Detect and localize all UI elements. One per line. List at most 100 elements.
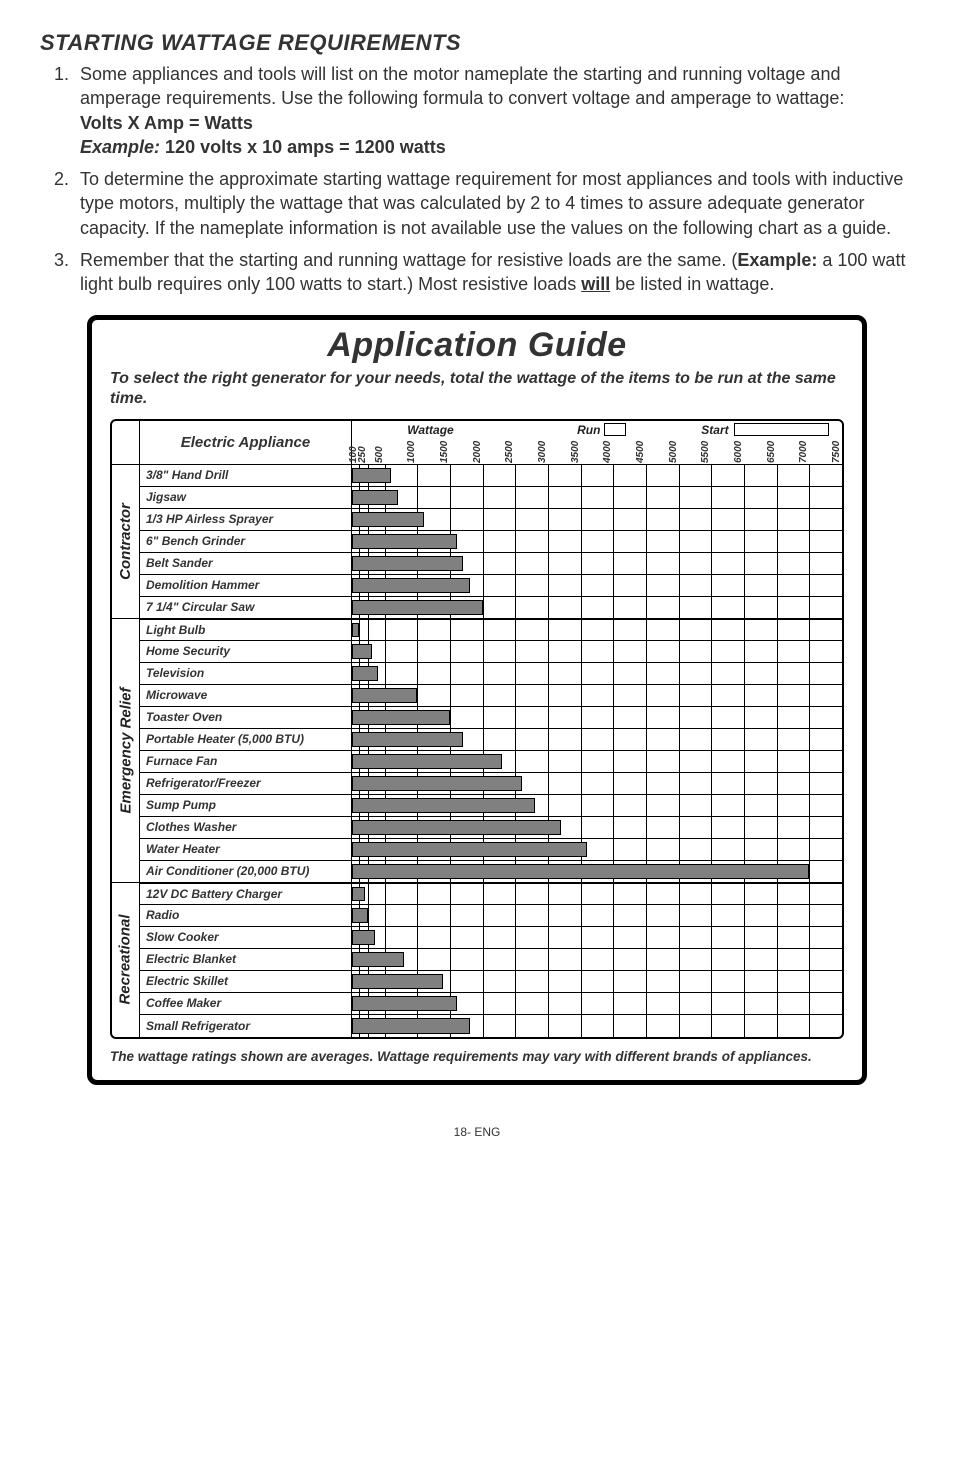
- item3-example-label: Example:: [737, 250, 817, 270]
- gridline: [842, 465, 843, 1037]
- bar: [352, 644, 372, 659]
- bar-row: [352, 553, 842, 575]
- bar-row: [352, 707, 842, 729]
- bar: [352, 908, 368, 923]
- header-band-row: WattageRunStart: [352, 421, 842, 439]
- bar: [352, 534, 457, 549]
- bar-row: [352, 465, 842, 487]
- category-column: Contractor Emergency Relief Recreational: [112, 421, 140, 1037]
- appliance-header: Electric Appliance: [140, 421, 351, 465]
- bar: [352, 512, 424, 527]
- tick-5500: 5500: [700, 440, 711, 462]
- bar: [352, 798, 535, 813]
- bar: [352, 952, 404, 967]
- bar-row: [352, 905, 842, 927]
- bar-row: [352, 663, 842, 685]
- bar: [352, 864, 809, 879]
- example-label: Example:: [80, 137, 160, 157]
- tick-500: 500: [374, 446, 385, 463]
- bar: [352, 666, 378, 681]
- appliance-label: Toaster Oven: [140, 707, 351, 729]
- appliance-label: Portable Heater (5,000 BTU): [140, 729, 351, 751]
- appliance-label: Demolition Hammer: [140, 575, 351, 597]
- bar-row: [352, 597, 842, 619]
- bar: [352, 710, 450, 725]
- item3-will: will: [581, 274, 610, 294]
- bar: [352, 1018, 470, 1034]
- bar: [352, 820, 561, 835]
- tick-3500: 3500: [570, 440, 581, 462]
- bar-row: [352, 487, 842, 509]
- bar-row: [352, 509, 842, 531]
- appliance-label: Jigsaw: [140, 487, 351, 509]
- item3-post: be listed in wattage.: [610, 274, 774, 294]
- tick-6500: 6500: [766, 440, 777, 462]
- bar-row: [352, 1015, 842, 1037]
- bar-row: [352, 971, 842, 993]
- appliance-label: 1/3 HP Airless Sprayer: [140, 509, 351, 531]
- category-contractor: Contractor: [112, 465, 139, 619]
- label-column: Electric Appliance 3/8" Hand DrillJigsaw…: [140, 421, 352, 1037]
- category-label: Recreational: [117, 915, 134, 1005]
- appliance-label: Television: [140, 663, 351, 685]
- section-heading: STARTING WATTAGE REQUIREMENTS: [40, 30, 914, 56]
- item1-text: Some appliances and tools will list on t…: [80, 64, 844, 108]
- instruction-list: Some appliances and tools will list on t…: [40, 62, 914, 297]
- appliance-label: 7 1/4" Circular Saw: [140, 597, 351, 619]
- tick-2500: 2500: [504, 440, 515, 462]
- appliance-label: Air Conditioner (20,000 BTU): [140, 861, 351, 883]
- guide-title: Application Guide: [110, 326, 844, 365]
- appliance-label: Coffee Maker: [140, 993, 351, 1015]
- guide-subtitle: To select the right generator for your n…: [110, 369, 844, 409]
- tick-7500: 7500: [831, 440, 842, 462]
- tick-250: 250: [357, 446, 368, 463]
- instruction-item-1: Some appliances and tools will list on t…: [74, 62, 914, 159]
- bar: [352, 776, 522, 791]
- appliance-label: Slow Cooker: [140, 927, 351, 949]
- bar: [352, 974, 443, 989]
- appliance-label: Electric Skillet: [140, 971, 351, 993]
- bar-row: [352, 773, 842, 795]
- appliance-label: Clothes Washer: [140, 817, 351, 839]
- tick-1500: 1500: [439, 440, 450, 462]
- tick-4000: 4000: [602, 440, 613, 462]
- bar-row: [352, 685, 842, 707]
- bar: [352, 600, 483, 615]
- tick-7000: 7000: [798, 440, 809, 462]
- appliance-label: Water Heater: [140, 839, 351, 861]
- bar: [352, 490, 398, 505]
- tick-3000: 3000: [537, 440, 548, 462]
- appliance-label: Home Security: [140, 641, 351, 663]
- bar-row: [352, 839, 842, 861]
- bar: [352, 842, 587, 857]
- bar: [352, 688, 417, 703]
- appliance-label: 6" Bench Grinder: [140, 531, 351, 553]
- appliance-label: Radio: [140, 905, 351, 927]
- bar-row: [352, 949, 842, 971]
- run-label: Run: [574, 423, 603, 437]
- category-header-spacer: [112, 421, 139, 465]
- bar-row: [352, 619, 842, 641]
- category-emergency-relief: Emergency Relief: [112, 619, 139, 883]
- appliance-label: Furnace Fan: [140, 751, 351, 773]
- graph-body: [352, 465, 842, 1037]
- application-guide: Application Guide To select the right ge…: [87, 315, 867, 1085]
- bar-row: [352, 883, 842, 905]
- bar-row: [352, 993, 842, 1015]
- appliance-label: Electric Blanket: [140, 949, 351, 971]
- bar-row: [352, 641, 842, 663]
- formula-line: Volts X Amp = Watts: [80, 111, 914, 135]
- example-line: Example: 120 volts x 10 amps = 1200 watt…: [80, 135, 914, 159]
- guide-footnote: The wattage ratings shown are averages. …: [110, 1049, 844, 1066]
- tick-row: 1002505001000150020002500300035004000450…: [352, 438, 842, 464]
- bar-row: [352, 861, 842, 883]
- appliance-label: Belt Sander: [140, 553, 351, 575]
- start-label: Start: [698, 423, 731, 437]
- instruction-item-2: To determine the approximate starting wa…: [74, 167, 914, 240]
- category-recreational: Recreational: [112, 883, 139, 1037]
- category-label: Emergency Relief: [117, 687, 134, 813]
- tick-5000: 5000: [668, 440, 679, 462]
- bar: [352, 468, 391, 483]
- graph-header: WattageRunStart 100250500100015002000250…: [352, 421, 842, 465]
- tick-2000: 2000: [472, 440, 483, 462]
